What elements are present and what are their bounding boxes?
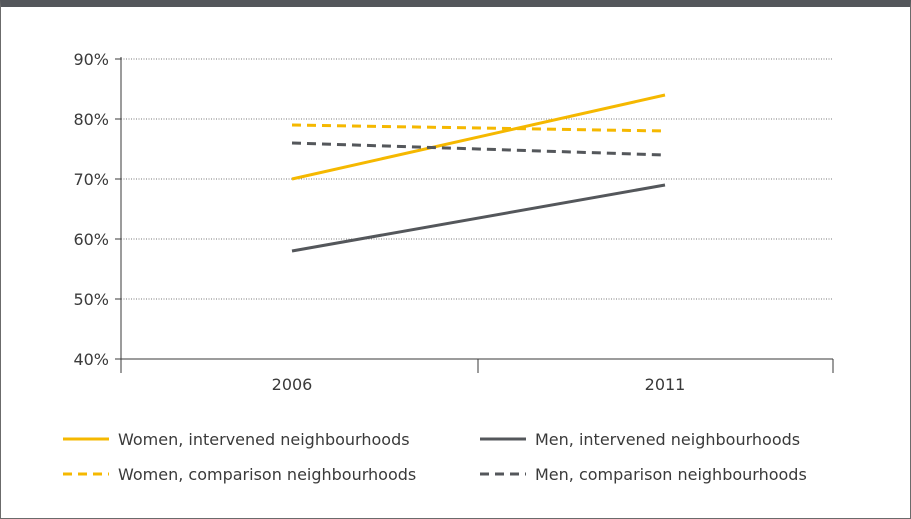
y-tick-label: 70% (73, 170, 109, 189)
series-line-3 (291, 141, 666, 157)
x-tick-label: 2006 (272, 375, 313, 394)
legend-label: Men, intervened neighbourhoods (535, 430, 800, 449)
legend-item: Women, comparison neighbourhoods (63, 465, 416, 484)
x-tick-label: 2011 (645, 375, 686, 394)
y-tick-label: 50% (73, 290, 109, 309)
legend-label: Women, intervened neighbourhoods (118, 430, 410, 449)
grid-lines (121, 58, 833, 300)
y-tick-label: 90% (73, 50, 109, 69)
axes (120, 57, 834, 373)
legend: Women, intervened neighbourhoods Men, int… (63, 430, 807, 484)
legend-item: Women, intervened neighbourhoods (63, 430, 410, 449)
x-axis-ticks: 2006 2011 (272, 375, 686, 394)
y-tick-label: 80% (73, 110, 109, 129)
series-line-2 (291, 123, 666, 133)
legend-item: Men, comparison neighbourhoods (480, 465, 807, 484)
legend-label: Women, comparison neighbourhoods (118, 465, 416, 484)
y-tick-label: 60% (73, 230, 109, 249)
legend-label: Men, comparison neighbourhoods (535, 465, 807, 484)
series-line-1 (291, 183, 666, 253)
y-tick-label: 40% (73, 350, 109, 369)
y-axis-ticks: 90% 80% 70% 60% 50% 40% (73, 50, 121, 369)
series-line-0 (291, 93, 666, 181)
legend-item: Men, intervened neighbourhoods (480, 430, 800, 449)
series-lines (291, 93, 666, 253)
